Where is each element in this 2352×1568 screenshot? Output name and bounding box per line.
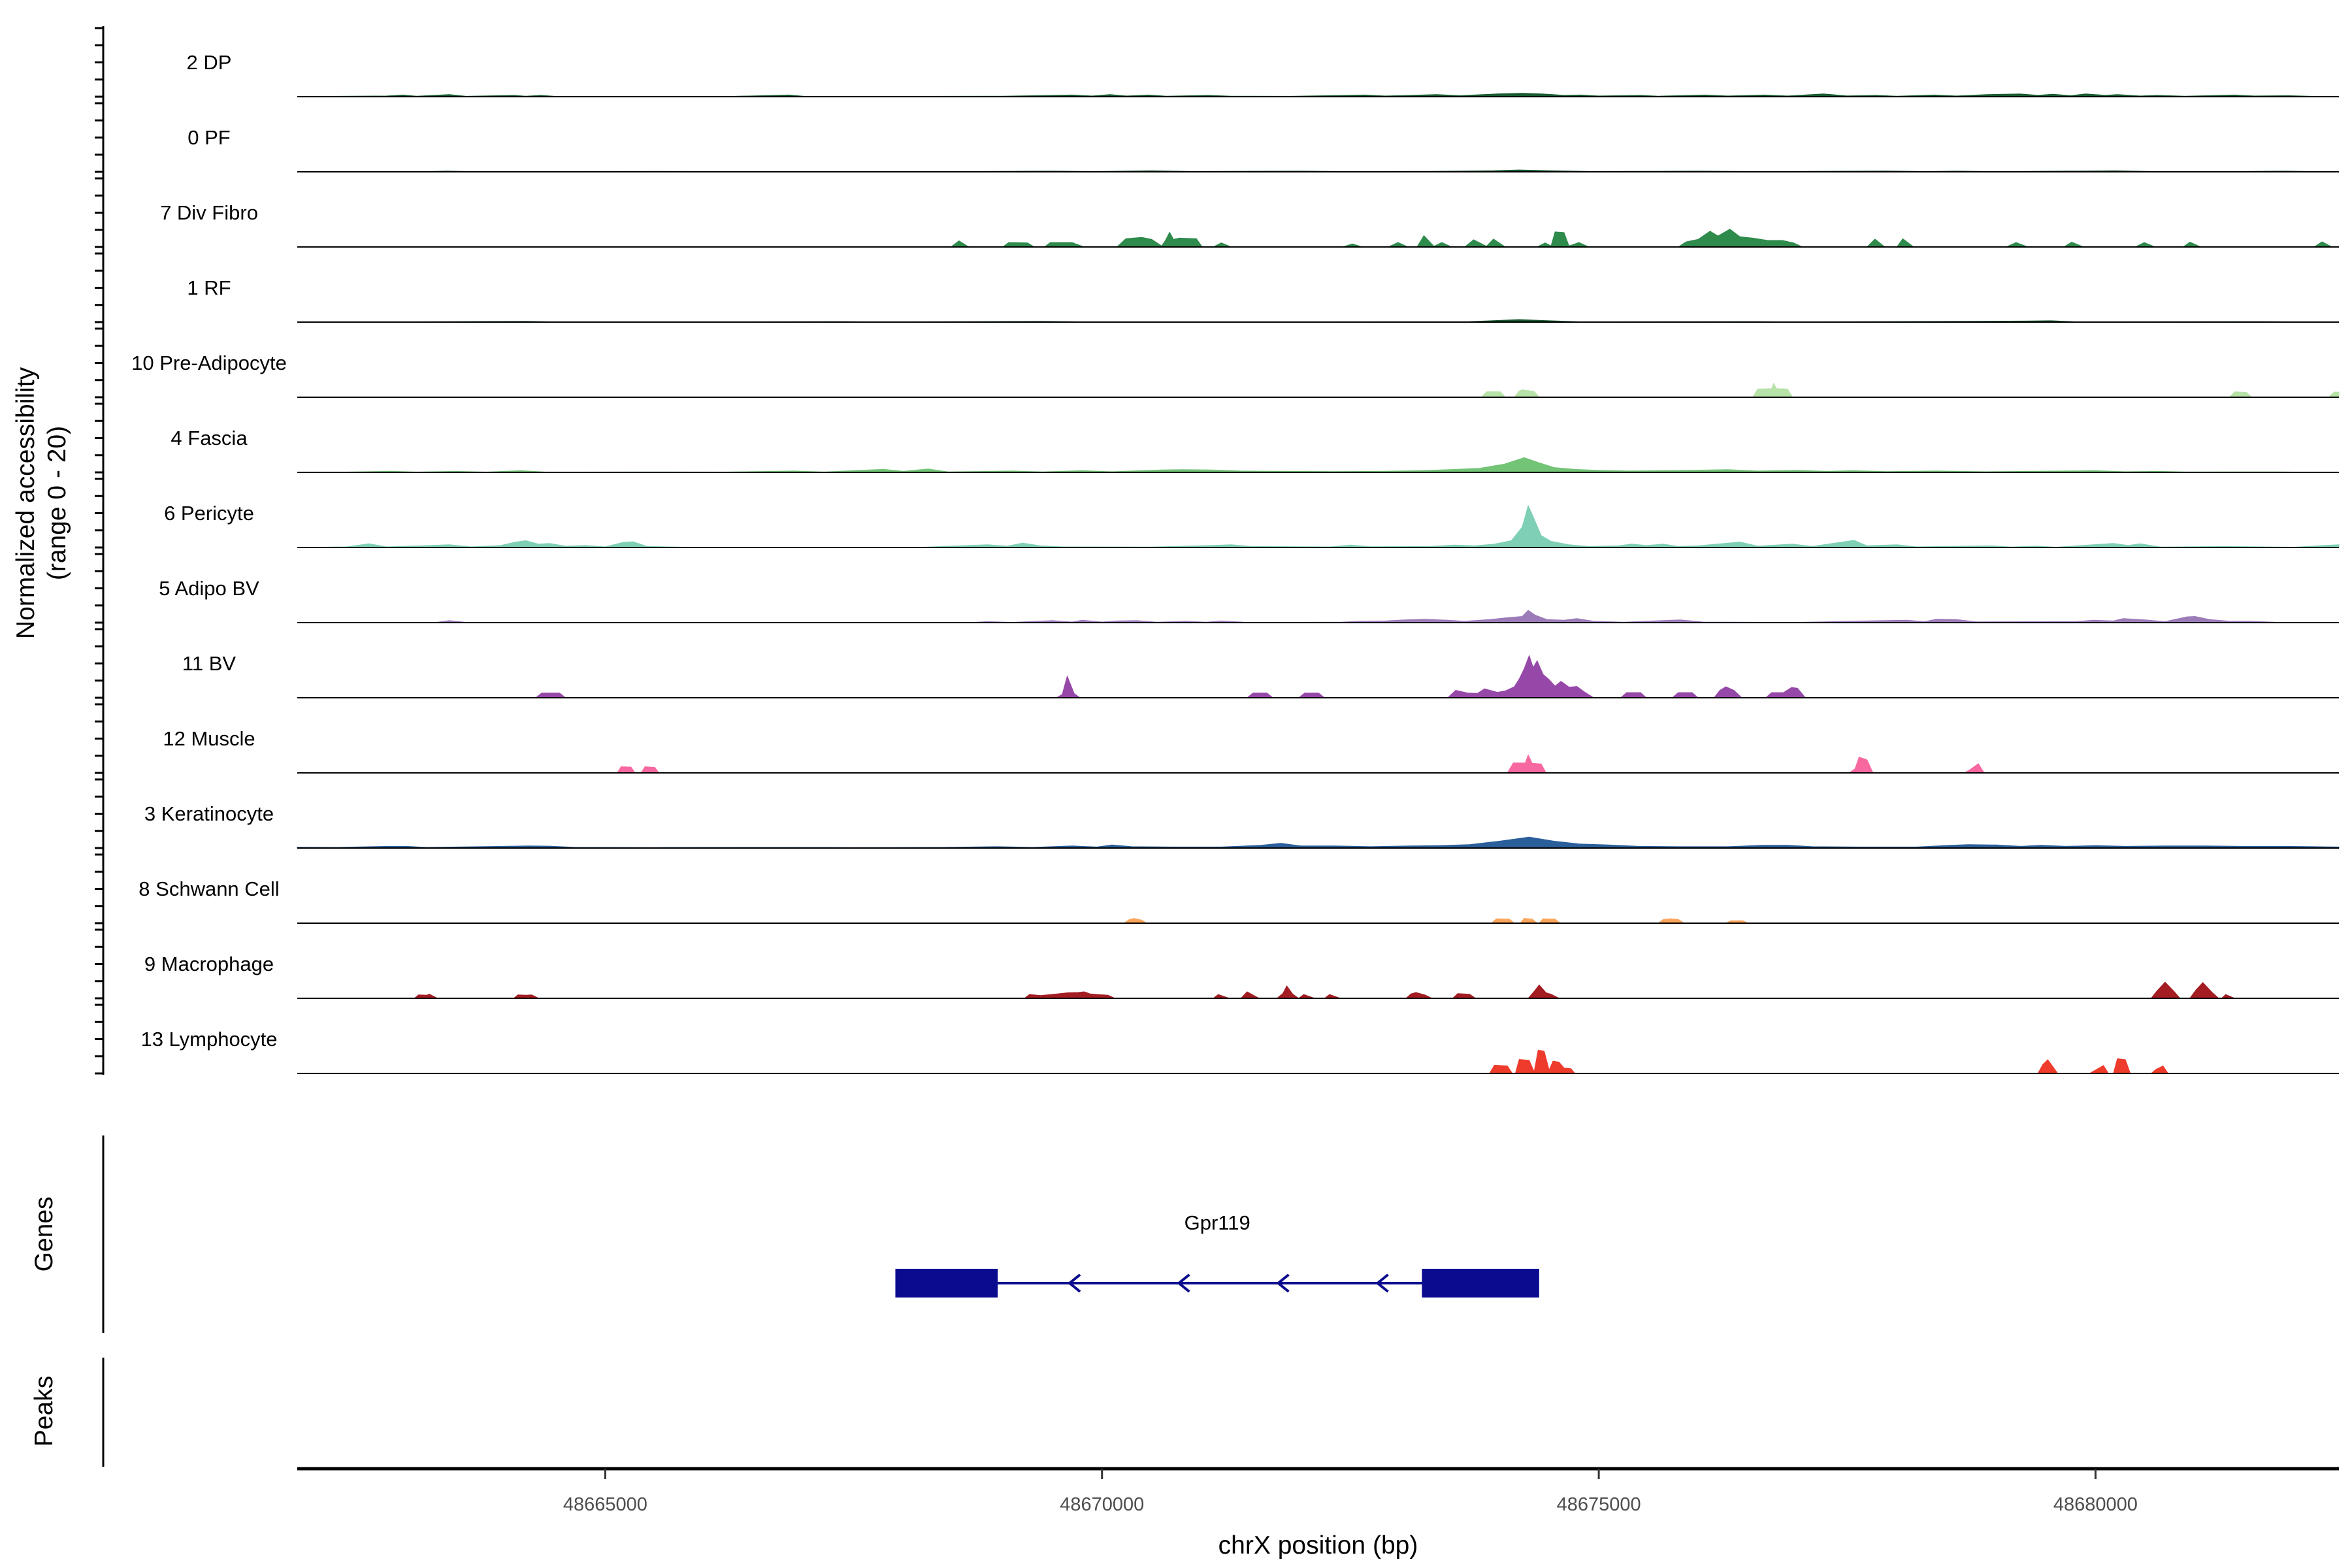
x-axis-tick-label: 48680000 <box>2053 1494 2138 1515</box>
coverage-signal-4-fascia <box>297 457 2340 473</box>
track-label-5-adipo-bv: 5 Adipo BV <box>159 577 259 600</box>
gene-name-label: Gpr119 <box>1184 1211 1250 1234</box>
coverage-signal-6-pericyte <box>297 504 2340 548</box>
gene-strand-arrow-icon <box>1375 1273 1389 1293</box>
track-label-6-pericyte: 6 Pericyte <box>164 502 254 525</box>
track-label-9-macrophage: 9 Macrophage <box>144 953 274 975</box>
gene-exon <box>895 1269 998 1298</box>
y-axis-label-line2: (range 0 - 20) <box>43 426 71 580</box>
coverage-signal-7-div-fibro <box>297 229 2339 248</box>
x-axis-tick-label: 48670000 <box>1060 1494 1144 1515</box>
gene-strand-arrow-icon <box>1177 1273 1190 1293</box>
track-label-3-keratinocyte: 3 Keratinocyte <box>144 802 274 825</box>
track-label-4-fascia: 4 Fascia <box>171 427 248 449</box>
track-label-0-pf: 0 PF <box>188 126 230 149</box>
coverage-signal-3-keratinocyte <box>297 836 2340 849</box>
track-label-2-dp: 2 DP <box>187 51 232 74</box>
gene-exon <box>1422 1269 1539 1298</box>
track-label-11-bv: 11 BV <box>182 652 236 675</box>
track-label-13-lymphocyte: 13 Lymphocyte <box>140 1028 277 1051</box>
peaks-section-label: Peaks <box>30 1376 58 1446</box>
track-label-10-pre-adipocyte: 10 Pre-Adipocyte <box>131 351 287 374</box>
coverage-signal-8-schwann-cell <box>297 918 2339 924</box>
track-label-12-muscle: 12 Muscle <box>163 727 255 750</box>
y-axis-label-line1: Normalized accessibility <box>12 367 40 639</box>
coverage-signal-5-adipo-bv <box>297 610 2340 623</box>
coverage-signal-10-pre-adipocyte <box>297 382 2340 398</box>
x-axis-tick-label: 48675000 <box>1557 1494 1641 1515</box>
track-label-1-rf: 1 RF <box>187 276 231 299</box>
track-label-8-schwann-cell: 8 Schwann Cell <box>139 877 279 900</box>
genes-section-label: Genes <box>30 1197 58 1272</box>
track-label-7-div-fibro: 7 Div Fibro <box>160 201 258 224</box>
gene-strand-arrow-icon <box>1276 1273 1290 1293</box>
coverage-signal-11-bv <box>297 654 2339 698</box>
coverage-signal-13-lymphocyte <box>297 1049 2339 1074</box>
coverage-signal-9-macrophage <box>297 981 2339 999</box>
x-axis-tick-label: 48665000 <box>563 1494 647 1515</box>
x-axis-title: chrX position (bp) <box>1218 1531 1418 1560</box>
gene-strand-arrow-icon <box>1067 1273 1081 1293</box>
coverage-signal-12-muscle <box>297 754 2339 774</box>
